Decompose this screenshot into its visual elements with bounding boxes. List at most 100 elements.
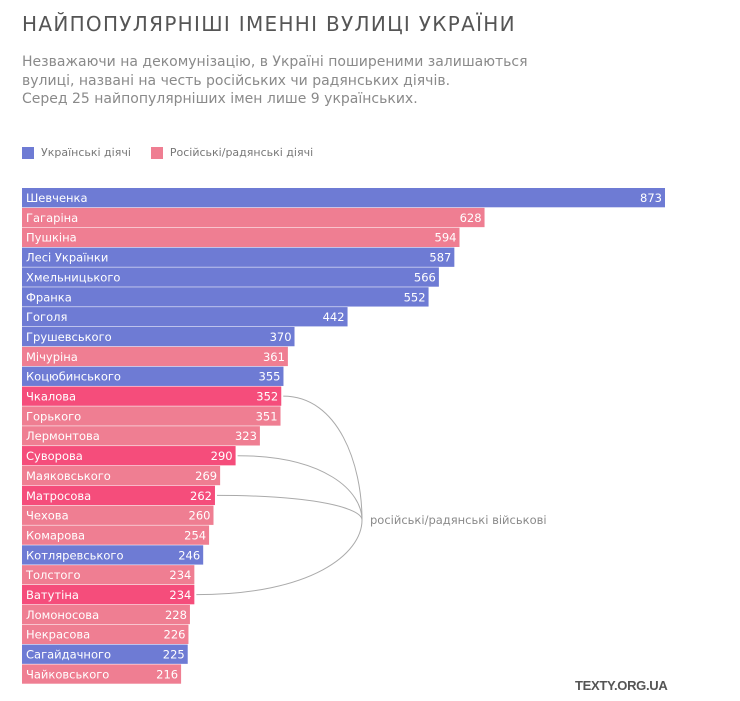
bar-value: 290 — [211, 449, 233, 463]
bar-label: Грушевського — [26, 330, 112, 344]
bar-label: Суворова — [26, 449, 83, 463]
bar — [22, 664, 182, 684]
bar — [22, 188, 665, 208]
bar-value: 234 — [169, 568, 191, 582]
bar-row: Чайковського 216 — [22, 664, 182, 684]
bar-value: 628 — [460, 211, 482, 225]
bar-value: 216 — [156, 667, 178, 681]
bar-value: 351 — [256, 409, 278, 423]
bar-label: Маяковського — [26, 469, 111, 483]
annotation-connector — [237, 455, 363, 521]
bar — [22, 585, 195, 605]
bar-label: Матросова — [26, 489, 91, 503]
legend-label-ukrainian: Українські діячі — [41, 146, 131, 159]
bar-label: Коцюбинського — [26, 370, 121, 384]
bar-row: Лесі Українки 587 — [22, 247, 455, 267]
bar-value: 873 — [640, 191, 662, 205]
bar-label: Ватутіна — [26, 588, 79, 602]
bar-label: Ломоносова — [26, 608, 99, 622]
bar-row: Котляревського 246 — [22, 545, 204, 565]
bar — [22, 287, 429, 307]
bar-row: Толстого 234 — [22, 565, 195, 585]
bar-label: Сагайдачного — [26, 648, 111, 662]
annotation-connector — [283, 395, 363, 521]
legend-swatch-russian — [150, 146, 163, 159]
bar-value: 246 — [178, 548, 200, 562]
bar-row: Чехова 260 — [22, 505, 214, 525]
bar-row: Пушкіна 594 — [22, 227, 460, 247]
bar-label: Шевченка — [26, 191, 88, 205]
bars-group: Шевченка 873 Гагаріна 628 Пушкіна 594 Лесі Укр… — [22, 188, 665, 684]
bar-row: Чкалова 352 — [22, 386, 282, 406]
legend-item-russian: Російські/радянські діячі — [150, 146, 314, 159]
bar-label: Хмельницького — [26, 270, 120, 284]
bar-value: 566 — [414, 270, 436, 284]
bar-value: 228 — [165, 608, 187, 622]
bar-label: Чайковського — [26, 667, 109, 681]
bar-label: Комарова — [26, 528, 85, 542]
bar — [22, 207, 485, 228]
bar-row: Франка 552 — [22, 287, 429, 307]
bar-label: Мічуріна — [26, 350, 78, 364]
bar-value: 552 — [404, 290, 426, 304]
bar-value: 254 — [184, 528, 206, 542]
bar — [22, 386, 282, 406]
subtitle-line-1: Незважаючи на декомунізацію, в Україні п… — [22, 54, 528, 70]
bar-row: Гоголя 442 — [22, 307, 348, 327]
bar-value: 262 — [190, 489, 212, 503]
bar-row: Комарова 254 — [22, 525, 210, 545]
chart-subtitle: Незважаючи на декомунізацію, в Україні п… — [22, 53, 622, 109]
bar-value: 352 — [256, 390, 278, 404]
bar-label: Лермонтова — [26, 429, 100, 443]
bar — [22, 525, 210, 545]
bar-row: Маяковського 269 — [22, 465, 221, 486]
annotation-connector — [196, 519, 363, 596]
bar-row: Мічуріна 361 — [22, 346, 288, 367]
bar-label: Франка — [26, 290, 72, 304]
bar — [22, 426, 260, 446]
legend: Українські діячі Російські/радянські дія… — [22, 146, 333, 159]
brand-logo: TEXTY.ORG.UA — [575, 678, 668, 693]
bar-label: Некрасова — [26, 628, 90, 642]
bar — [22, 485, 215, 506]
subtitle-line-2: вулиці, названі на честь російських чи р… — [22, 72, 451, 89]
bar — [22, 406, 281, 426]
bar — [22, 366, 284, 386]
bar-label: Гагаріна — [26, 211, 78, 225]
bar-label: Котляревського — [26, 548, 123, 562]
bar — [22, 604, 190, 625]
bar-value: 234 — [169, 588, 191, 602]
bar-label: Чкалова — [26, 390, 76, 404]
annotation-label: російські/радянські військові — [370, 513, 547, 527]
bar — [22, 545, 204, 565]
bar — [22, 326, 295, 347]
bar-row: Ватутіна 234 — [22, 585, 195, 605]
bar — [22, 346, 288, 367]
bar — [22, 624, 189, 644]
bar-value: 587 — [429, 251, 451, 265]
bar-label: Пушкіна — [26, 231, 77, 245]
bar-row: Коцюбинського 355 — [22, 366, 284, 386]
bar-label: Горького — [26, 409, 81, 423]
bar-value: 361 — [263, 350, 285, 364]
bar-label: Чехова — [26, 509, 69, 523]
bar-label: Лесі Українки — [26, 251, 108, 265]
chart-title: НАЙПОПУЛЯРНІШІ ІМЕННІ ВУЛИЦІ УКРАЇНИ — [22, 12, 516, 36]
bar — [22, 505, 214, 525]
bar-value: 323 — [235, 429, 257, 443]
bar — [22, 465, 221, 486]
subtitle-line-3: Серед 25 найпопулярніших імен лише 9 укр… — [22, 91, 418, 107]
bar-value: 225 — [163, 648, 185, 662]
bar-value: 260 — [189, 509, 211, 523]
legend-swatch-ukrainian — [22, 146, 34, 159]
annotation-group: російські/радянські військові — [196, 395, 547, 596]
bar-row: Лермонтова 323 — [22, 426, 260, 446]
bar-row: Шевченка 873 — [22, 188, 665, 208]
legend-label-russian: Російські/радянські діячі — [169, 146, 314, 159]
bar — [22, 247, 455, 267]
bar-row: Сагайдачного 225 — [22, 644, 188, 664]
bar-value: 594 — [435, 231, 457, 245]
bar — [22, 267, 439, 287]
bar-row: Хмельницького 566 — [22, 267, 439, 287]
bar — [22, 227, 460, 247]
